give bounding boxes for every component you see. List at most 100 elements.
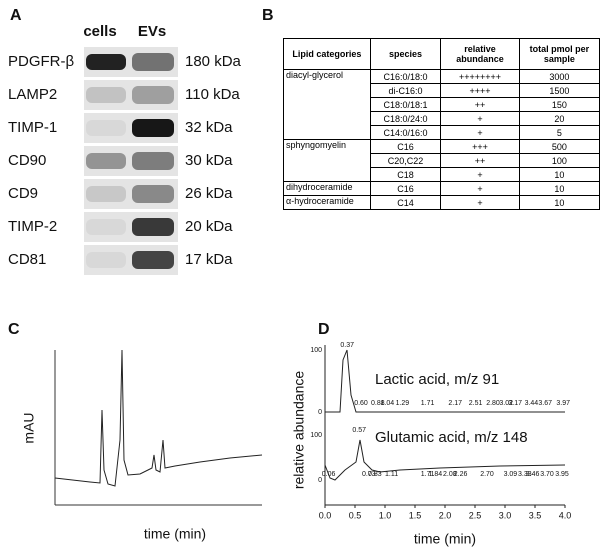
y-tick-label: 0 — [318, 409, 322, 416]
table-row: C18:0/24:0 +20 — [284, 111, 600, 126]
table-cell: C16 — [369, 181, 442, 196]
peak-label: 1.11 — [385, 471, 398, 478]
table-cell: di-C16:0 — [369, 83, 442, 98]
trace-title: Lactic acid, m/z 91 — [375, 371, 499, 388]
table-cell: 20 — [518, 111, 600, 126]
table-cell: + — [440, 111, 520, 126]
table-row: C20,C22 ++ 100 — [284, 153, 600, 168]
peak-label: 1.71 — [421, 400, 435, 407]
table-cell: 100 — [518, 153, 600, 168]
column-label: EVs — [138, 23, 166, 40]
x-tick-label: 0.0 — [319, 510, 332, 520]
x-tick-label: 3.0 — [499, 510, 512, 520]
table-cell: α-hydroceramide — [283, 195, 371, 210]
protein-name: CD81 — [8, 251, 46, 268]
x-tick-label: 1.0 — [379, 510, 392, 520]
table-cell: 3000 — [518, 69, 600, 84]
peak-label: 0.88 — [371, 400, 385, 407]
column-label: cells — [83, 23, 116, 40]
peak-label: 1.71 — [421, 471, 435, 478]
band — [132, 86, 174, 104]
protein-name: CD90 — [8, 152, 46, 169]
peak-label: 3.17 — [508, 400, 522, 407]
band — [86, 219, 126, 235]
table-cell: +++ — [440, 139, 520, 154]
table-cell: C20,C22 — [369, 153, 442, 168]
blot-strip — [84, 146, 178, 176]
table-cell: 10 — [518, 181, 600, 196]
band — [86, 120, 126, 136]
peak-label: 3.70 — [540, 471, 554, 478]
table-cell: C16:0/18:0 — [369, 69, 442, 84]
peak-label: 1.29 — [396, 400, 410, 407]
y-axis-label: relative abundance — [291, 371, 307, 490]
y-tick-label: 100 — [310, 347, 322, 354]
protein-name: CD9 — [8, 185, 38, 202]
band — [132, 119, 174, 137]
protein-name: PDGFR-β — [8, 53, 74, 70]
peak-label: 3.09 — [504, 471, 518, 478]
lipid-table: Lipid categories species relative abundanc… — [283, 38, 600, 210]
peak-label: 3.97 — [556, 400, 570, 407]
molecular-weight: 110 kDa — [185, 86, 240, 103]
x-axis-label: time (min) — [144, 526, 206, 542]
chromatogram — [54, 349, 263, 506]
panel-label: C — [8, 321, 20, 338]
band — [86, 186, 126, 202]
band — [132, 53, 174, 71]
protein-name: TIMP-1 — [8, 119, 57, 136]
x-tick-label: 2.0 — [439, 510, 452, 520]
table-cell: + — [440, 195, 520, 210]
molecular-weight: 32 kDa — [185, 119, 233, 136]
peak-label: 0.73 — [362, 471, 376, 478]
table-cell: C16 — [369, 139, 442, 154]
table-cell: ++ — [440, 153, 520, 168]
x-tick-label: 1.5 — [409, 510, 422, 520]
table-cell: C18 — [369, 167, 442, 182]
band — [132, 218, 174, 236]
molecular-weight: 26 kDa — [185, 185, 233, 202]
peak-label: 3.95 — [555, 471, 569, 478]
peak-label: 2.70 — [480, 471, 494, 478]
band — [86, 153, 126, 169]
table-row: diacyl-glycerol C16:0/18:0 ++++++++ 3000 — [283, 69, 600, 140]
peak-label: 2.26 — [454, 471, 468, 478]
table-cell: + — [440, 167, 520, 182]
peak-label: 3.02 — [499, 400, 513, 407]
ms-traces — [324, 345, 566, 506]
table-row: sphyngomyelin C16 +++ 500 — [283, 139, 600, 182]
molecular-weight: 17 kDa — [185, 251, 233, 268]
peak-label: 0.60 — [354, 400, 368, 407]
table-cell: ++ — [440, 97, 520, 112]
table-cell: ++++ — [440, 83, 520, 98]
peak-label: 0.57 — [352, 427, 366, 434]
table-cell: sphyngomyelin — [283, 139, 371, 182]
molecular-weight: 180 kDa — [185, 53, 242, 70]
y-tick-label: 0 — [318, 477, 322, 484]
table-cell: + — [440, 125, 520, 140]
band — [86, 54, 126, 70]
peak-label: 2.51 — [469, 400, 483, 407]
table-cell: C14:0/16:0 — [369, 125, 442, 140]
panel-label: B — [262, 7, 274, 24]
blot-strip — [84, 80, 178, 110]
peak-label: 3.67 — [538, 400, 552, 407]
table-cell: diacyl-glycerol — [283, 69, 371, 140]
table-cell: 5 — [518, 125, 600, 140]
y-tick-label: 100 — [310, 432, 322, 439]
table-row: dihydroceramide C16 +10 — [283, 181, 600, 196]
header-row: Lipid categories species relative abundanc… — [283, 38, 600, 70]
table-row: α-hydroceramide C14 +10 — [283, 195, 600, 210]
x-tick-label: 4.0 — [559, 510, 572, 520]
peak-label: 3.44 — [525, 400, 539, 407]
table-cell: 1500 — [518, 83, 600, 98]
band — [86, 252, 126, 268]
panel-label: D — [318, 321, 330, 338]
peak-label: 0.83 — [368, 471, 382, 478]
x-axis-label: time (min) — [414, 531, 476, 547]
table-cell: 150 — [518, 97, 600, 112]
table-cell: Lipid categories — [283, 38, 371, 70]
table-cell: + — [440, 181, 520, 196]
